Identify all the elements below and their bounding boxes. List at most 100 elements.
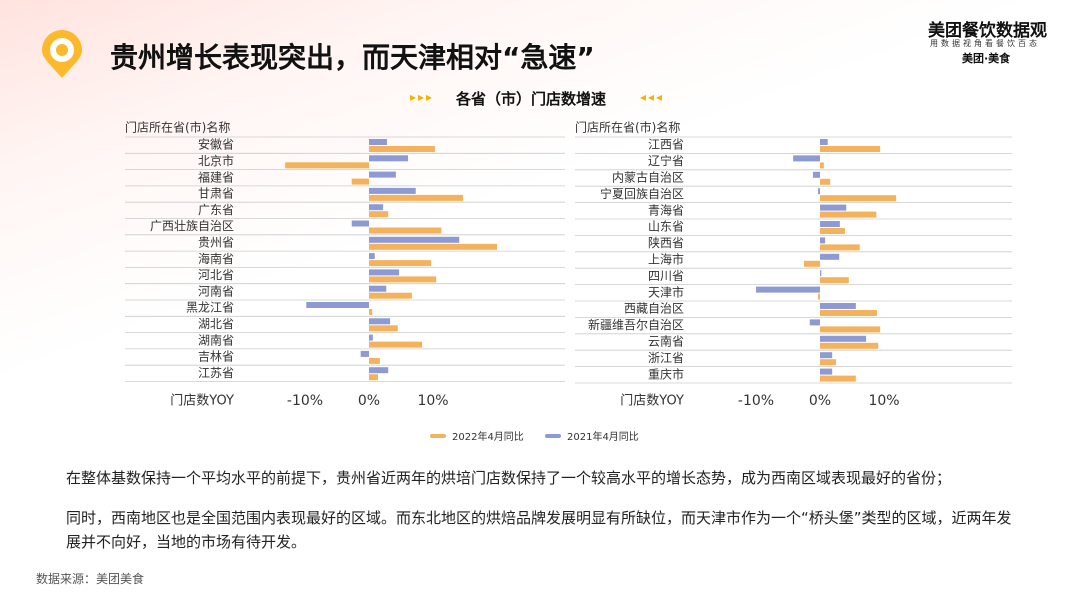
bar [369,187,416,194]
bar [369,357,380,364]
bar [369,211,389,218]
bar [820,359,836,366]
bar [820,195,897,202]
bar [369,139,387,145]
bar [369,260,432,267]
x-tick-label: 10% [417,393,448,409]
bar [820,368,833,375]
decor-arrows: ◂◂◂ [640,90,665,104]
bar [820,253,840,260]
bar [818,293,820,300]
bar [820,178,831,185]
bar [369,334,373,341]
y-axis-label: 门店所在省(市)名称 [575,120,680,135]
bar [306,302,369,308]
category-label: 山东省 [648,220,684,234]
legend-swatch [545,434,561,438]
category-label: 吉林省 [198,350,234,364]
category-label: 河北省 [198,268,234,282]
category-label: 湖北省 [198,316,234,331]
bar [820,237,826,244]
bar [369,171,396,178]
category-label: 黑龙江省 [186,301,234,315]
category-label: 北京市 [198,153,234,168]
category-label: 江苏省 [198,366,234,380]
bar [369,204,384,211]
legend-label: 2022年4月同比 [452,430,524,443]
bar [369,292,412,299]
bar [369,374,378,381]
bar [820,310,877,316]
bar [793,155,820,162]
bar [369,194,464,201]
bar [369,155,409,162]
x-tick-label: -10% [287,393,323,409]
category-label: 四川省 [648,269,684,283]
category-label: 安徽省 [198,137,234,152]
bar [820,211,877,218]
bar [804,260,820,267]
bar [369,146,435,152]
bar [820,204,847,211]
bar [369,341,423,348]
slogan: 用数据视角看餐饮百态 [930,39,1040,48]
bar [369,243,497,250]
bar [820,277,849,284]
x-tick-label: 0% [809,393,831,409]
brand-logo: 美团·美食 [962,52,1011,65]
bar [369,253,375,260]
bar [820,244,860,251]
category-label: 陕西省 [648,235,684,250]
bar [369,227,442,234]
legend-swatch [430,434,446,438]
bar [820,342,879,349]
x-tick-label: 10% [868,393,899,409]
y-axis-label: 门店所在省(市)名称 [125,120,230,135]
category-label: 西藏自治区 [624,302,684,316]
bar [369,367,389,374]
category-label: 河南省 [198,283,234,298]
bar [820,303,856,309]
category-label: 贵州省 [198,235,234,249]
x-tick-label: -10% [738,393,774,409]
bar [809,319,820,326]
charts: 门店所在省(市)名称安徽省北京市福建省甘肃省广东省广西壮族自治区贵州省海南省河北… [125,120,1012,443]
bar [820,270,822,277]
category-label: 青海省 [648,202,684,217]
category-label: 内蒙古自治区 [612,170,684,185]
category-label: 辽宁省 [648,153,684,168]
bar [369,269,400,276]
category-label: 福建省 [198,169,234,184]
category-label: 宁夏回族自治区 [600,186,684,201]
figure-title: 各省（市）门店数增速 [456,90,607,108]
bar [369,325,398,332]
title: 贵州增长表现突出，而天津相对“急速” [110,41,595,74]
category-label: 上海市 [648,252,684,267]
bar [756,286,820,293]
bar [369,285,387,292]
category-label: 新疆维吾尔自治区 [588,317,684,332]
bar [818,188,820,195]
bar [820,146,881,152]
category-label: 浙江省 [648,351,684,365]
category-label: 重庆市 [648,366,684,381]
category-label: 江西省 [648,138,684,152]
paragraph: 在整体基数保持一个平均水平的前提下，贵州省近两年的烘培门店数保持了一个较高水平的… [66,469,952,487]
brand: 美团餐饮数据观 [928,21,1047,41]
x-tick-label: 0% [358,393,380,409]
category-label: 湖南省 [198,332,234,347]
bar [369,309,373,315]
bar [820,335,867,342]
bar [820,139,828,145]
bar [285,162,369,169]
bar [820,162,824,169]
bar [369,276,437,283]
category-label: 广东省 [198,203,234,217]
bar [820,352,833,359]
bar [369,236,460,243]
category-label: 天津市 [648,284,684,299]
category-label: 云南省 [648,334,684,349]
bar [820,221,840,227]
bar [820,375,856,382]
paragraph: 同时，西南地区也是全国范围内表现最好的区域。而东北地区的烘焙品牌发展明显有所缺位… [66,509,1012,551]
